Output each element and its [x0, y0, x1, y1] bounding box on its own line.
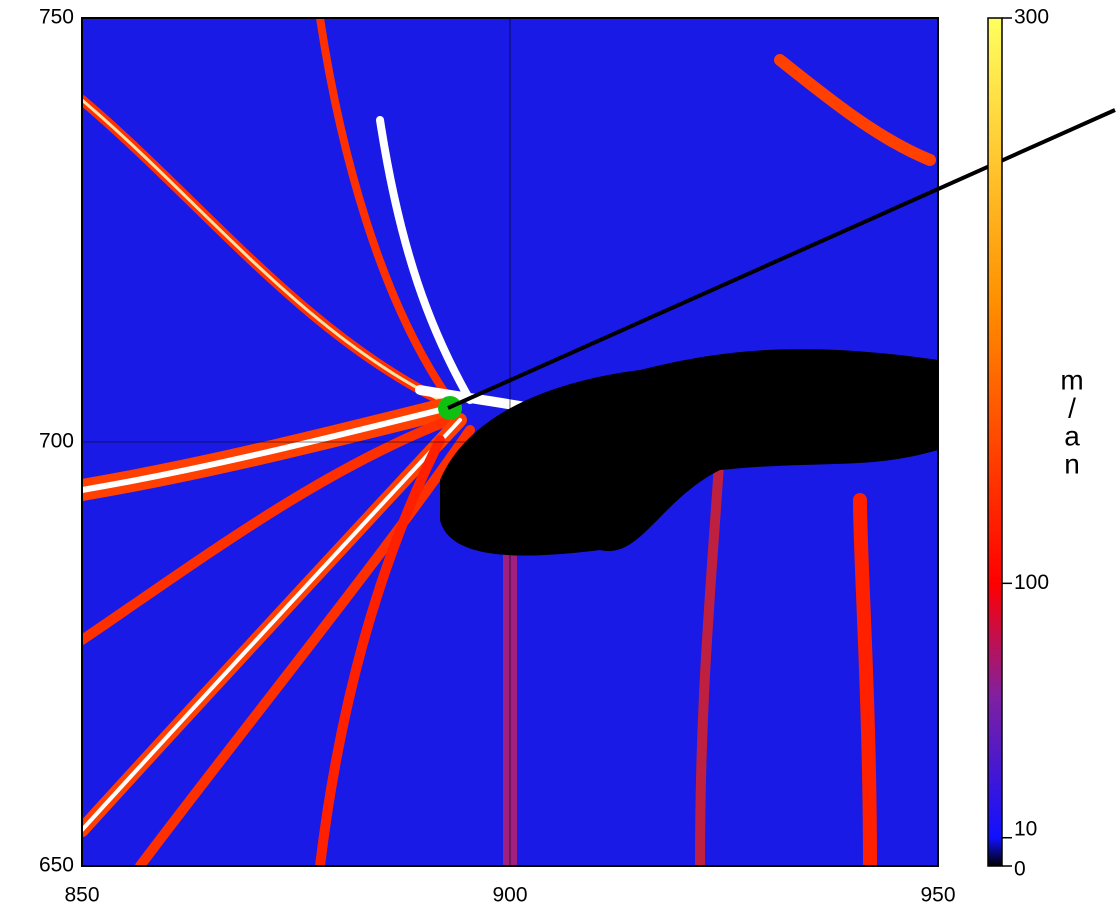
colorbar-label-line: m	[1060, 364, 1083, 395]
colorbar-tick-label: 100	[1014, 571, 1049, 594]
x-tick-label: 850	[64, 884, 99, 907]
colorbar-tick-label: 10	[1014, 817, 1037, 840]
colorbar	[988, 18, 1002, 866]
x-tick-label: 950	[920, 884, 955, 907]
figure: m/an 850 900 950 650 700 750 0 10 100 300	[0, 0, 1117, 913]
x-tick-label: 900	[492, 884, 527, 907]
colorbar-label-line: a	[1064, 420, 1080, 451]
y-tick-label: 650	[39, 854, 74, 877]
colorbar-label: m/an	[1060, 364, 1083, 479]
colorbar-label-line: n	[1064, 448, 1080, 479]
colorbar-label-line: /	[1068, 392, 1076, 423]
colorbar-tick-label: 0	[1014, 858, 1026, 881]
colorbar-tick-label: 300	[1014, 6, 1049, 29]
y-tick-label: 700	[39, 430, 74, 453]
y-tick-label: 750	[39, 6, 74, 29]
